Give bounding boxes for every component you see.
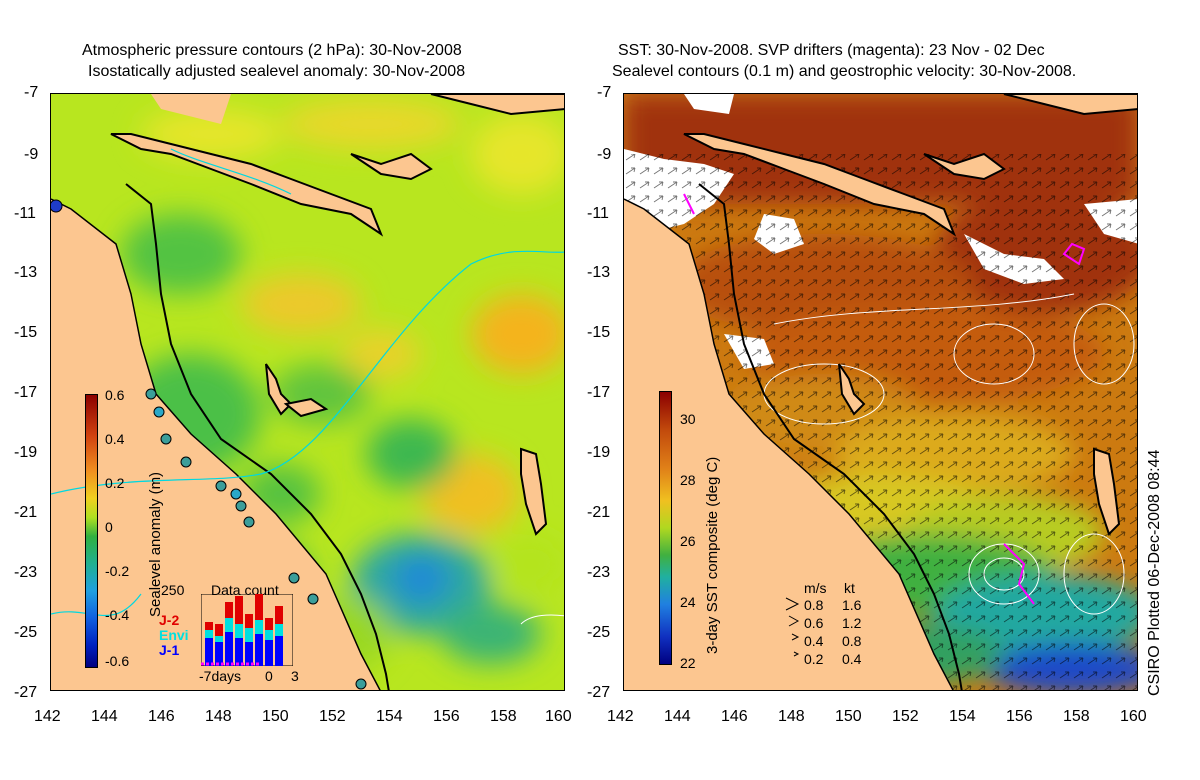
left-lat-tick-10: -27 <box>14 684 38 701</box>
data-count-histogram <box>201 594 293 666</box>
right-lat-tick-10: -27 <box>587 684 611 701</box>
left-lat-tick-3: -13 <box>14 264 38 281</box>
right-lon-tick-3: 148 <box>778 708 805 725</box>
right-lon-tick-8: 158 <box>1063 708 1090 725</box>
right-lat-tick-4: -15 <box>587 324 611 341</box>
right-lon-tick-0: 142 <box>607 708 634 725</box>
data-count-xlabel-zero: 0 <box>265 668 273 684</box>
left-lat-tick-5: -17 <box>14 384 38 401</box>
data-count-xlabel-start: -7days <box>199 668 242 684</box>
vel-legend-kt-3: 0.4 <box>842 651 862 667</box>
right-lon-tick-7: 156 <box>1006 708 1033 725</box>
right-lat-tick-9: -25 <box>587 624 611 641</box>
vel-legend-ms-1: 0.6 <box>804 615 824 631</box>
sla-tick-5: -0.4 <box>105 607 130 623</box>
left-lon-tick-5: 152 <box>319 708 346 725</box>
right-lat-tick-5: -17 <box>587 384 611 401</box>
vel-legend-ms-3: 0.2 <box>804 651 824 667</box>
sla-tick-4: -0.2 <box>105 563 130 579</box>
right-lon-tick-9: 160 <box>1120 708 1147 725</box>
left-lon-tick-6: 154 <box>376 708 403 725</box>
right-lon-tick-6: 154 <box>949 708 976 725</box>
right-lat-tick-1: -9 <box>597 146 612 163</box>
left-lat-tick-2: -11 <box>14 205 36 222</box>
vel-legend-kt-0: 1.6 <box>842 597 862 613</box>
legend-envi: Envi <box>159 627 189 643</box>
sst-tick-24: 24 <box>680 594 696 610</box>
right-lon-tick-4: 150 <box>835 708 862 725</box>
sla-tick-6: -0.6 <box>105 653 130 669</box>
vel-legend-ms-0: 0.8 <box>804 597 824 613</box>
data-count-xlabel-end: 3 <box>291 668 299 684</box>
left-lat-tick-4: -15 <box>14 324 38 341</box>
right-lon-tick-1: 144 <box>664 708 691 725</box>
right-title-line1: SST: 30-Nov-2008. SVP drifters (magenta)… <box>618 42 1045 59</box>
sla-tick-2: 0.2 <box>105 475 125 491</box>
sst-colorbar-label: 3-day SST composite (deg C) <box>704 456 721 654</box>
left-lon-tick-8: 158 <box>490 708 517 725</box>
sst-tick-26: 26 <box>680 533 696 549</box>
right-lat-tick-8: -23 <box>587 564 611 581</box>
left-lat-tick-7: -21 <box>14 504 38 521</box>
right-lat-tick-0: -7 <box>597 84 612 101</box>
left-lat-tick-9: -25 <box>14 624 38 641</box>
right-title-line2: Sealevel contours (0.1 m) and geostrophi… <box>612 63 1077 80</box>
left-lon-tick-2: 146 <box>148 708 175 725</box>
left-lat-tick-0: -7 <box>24 84 39 101</box>
right-lat-tick-3: -13 <box>587 264 611 281</box>
left-lat-tick-1: -9 <box>24 146 39 163</box>
left-lon-tick-0: 142 <box>34 708 61 725</box>
sst-tick-30: 30 <box>680 411 696 427</box>
right-lat-tick-2: -11 <box>587 205 609 222</box>
vel-legend-arrows <box>785 597 800 657</box>
right-lat-tick-6: -19 <box>587 444 611 461</box>
sla-tick-0: 0.6 <box>105 387 125 403</box>
right-lat-tick-7: -21 <box>587 504 611 521</box>
vel-legend-ms-2: 0.4 <box>804 633 824 649</box>
sst-tick-28: 28 <box>680 472 696 488</box>
right-lon-tick-2: 146 <box>721 708 748 725</box>
left-lat-tick-8: -23 <box>14 564 38 581</box>
sst-map-graphic <box>624 94 1137 690</box>
left-lon-tick-3: 148 <box>205 708 232 725</box>
left-title-line2: Isostatically adjusted sealevel anomaly:… <box>88 63 466 80</box>
right-lon-tick-5: 152 <box>892 708 919 725</box>
data-count-max: 250 <box>161 582 185 598</box>
left-title-line1: Atmospheric pressure contours (2 hPa): 3… <box>82 42 462 59</box>
left-lon-tick-1: 144 <box>91 708 118 725</box>
sealevel-map-graphic <box>51 94 564 690</box>
sst-tick-22: 22 <box>680 655 696 671</box>
sla-tick-1: 0.4 <box>105 431 125 447</box>
legend-j1: J-1 <box>159 642 180 658</box>
sla-tick-3: 0 <box>105 519 113 535</box>
left-lon-tick-4: 150 <box>262 708 289 725</box>
csiro-credit: CSIRO Plotted 06-Dec-2008 08:44 <box>1146 449 1163 696</box>
legend-j2: J-2 <box>159 612 180 628</box>
left-lat-tick-6: -19 <box>14 444 38 461</box>
left-lon-tick-7: 156 <box>433 708 460 725</box>
vel-legend-kt-2: 0.8 <box>842 633 862 649</box>
sst-colorbar <box>659 391 672 665</box>
vel-legend-header-ms: m/s <box>804 580 827 596</box>
sealevel-anomaly-map: 0.6 0.4 0.2 0 -0.2 -0.4 -0.6 Sealevel an… <box>50 93 565 691</box>
vel-legend-header-kt: kt <box>844 580 855 596</box>
vel-legend-kt-1: 1.2 <box>842 615 862 631</box>
sst-map: 30 28 26 24 22 3-day SST composite (deg … <box>623 93 1138 691</box>
sealevel-colorbar <box>85 394 98 668</box>
left-lon-tick-9: 160 <box>545 708 572 725</box>
